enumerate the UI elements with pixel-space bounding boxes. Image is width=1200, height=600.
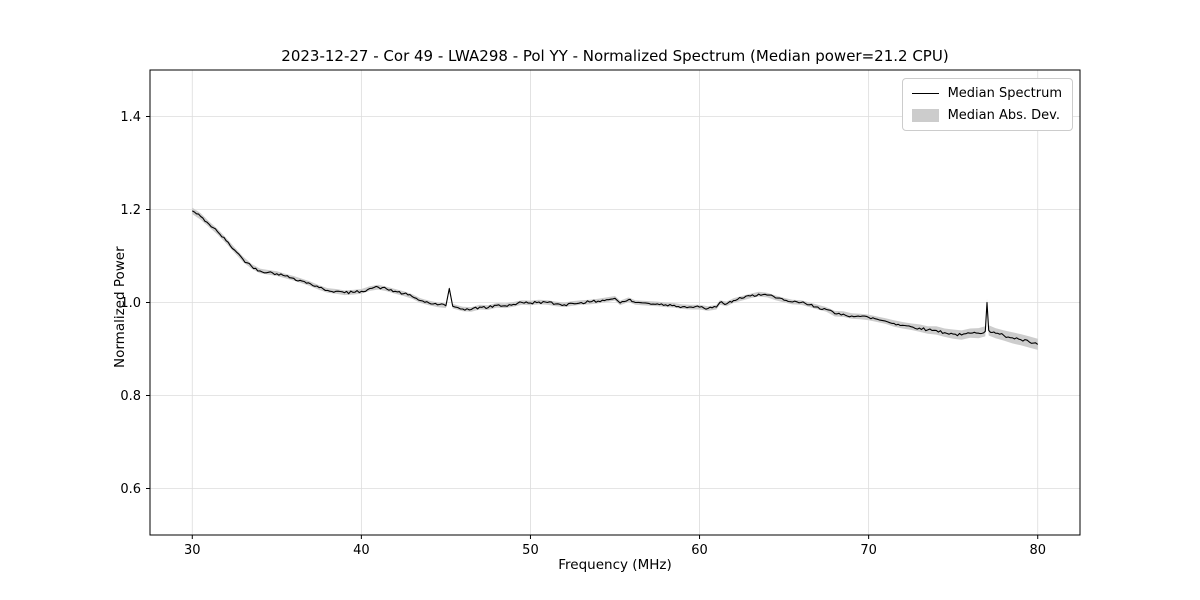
median-spectrum-line xyxy=(192,210,1039,345)
mad-band xyxy=(192,207,1038,350)
legend-label: Median Abs. Dev. xyxy=(947,108,1061,123)
legend-label: Median Spectrum xyxy=(947,86,1062,101)
x-tick-label: 50 xyxy=(522,543,539,558)
y-tick-label: 0.6 xyxy=(120,482,141,497)
x-tick-label: 70 xyxy=(860,543,877,558)
y-tick-label: 1.0 xyxy=(120,296,141,311)
chart-title: 2023-12-27 - Cor 49 - LWA298 - Pol YY - … xyxy=(281,47,949,65)
x-tick-label: 80 xyxy=(1029,543,1046,558)
y-tick-label: 1.2 xyxy=(120,203,141,218)
x-axis-label: Frequency (MHz) xyxy=(558,557,672,573)
y-axis-label: Normalized Power xyxy=(112,246,128,368)
legend-item-median-spectrum: Median Spectrum xyxy=(911,86,1062,101)
line-swatch-icon xyxy=(911,93,939,94)
x-tick-label: 40 xyxy=(353,543,370,558)
legend-item-median-abs-dev: Median Abs. Dev. xyxy=(911,108,1062,123)
y-tick-label: 0.8 xyxy=(120,389,141,404)
x-tick-label: 60 xyxy=(691,543,708,558)
patch-swatch-icon xyxy=(911,109,939,122)
x-tick-label: 30 xyxy=(184,543,201,558)
legend: Median Spectrum Median Abs. Dev. xyxy=(901,78,1073,131)
y-tick-label: 1.4 xyxy=(120,110,141,125)
